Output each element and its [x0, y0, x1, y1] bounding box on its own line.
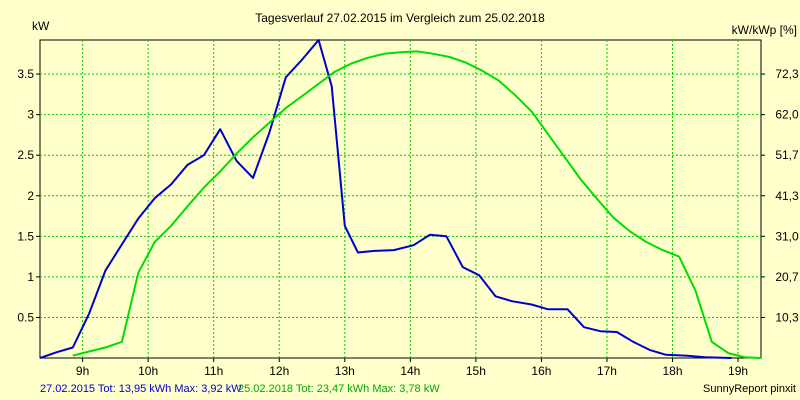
x-tick-label: 16h: [531, 364, 551, 378]
y-left-tick-label: 2: [27, 189, 34, 203]
footer-brand: SunnyReport pinxit: [703, 383, 796, 395]
y-right-tick-label: 20,7: [775, 270, 799, 284]
y-left-tick-label: 3: [27, 108, 34, 122]
chart-title: Tagesverlauf 27.02.2015 im Vergleich zum…: [255, 11, 545, 25]
series-line-1: [39, 39, 732, 359]
y-left-tick-labels: 0.5 1 1.5 2 2.5 3 3.5: [17, 67, 34, 324]
footer-series-2: 25.02.2018 Tot: 23,47 kWh Max: 3,78 kW: [238, 383, 440, 395]
y-right-tick-label: 72,3: [775, 67, 799, 81]
y-left-tick-label: 2.5: [17, 148, 34, 162]
x-tick-labels: 9h 10h 11h 12h 13h 14h 15h 16h 17h 18h 19h: [76, 364, 748, 378]
x-tick-label: 11h: [204, 364, 223, 378]
x-tick-label: 19h: [728, 364, 748, 378]
series-lines: [39, 39, 762, 359]
y-right-tick-labels: 10,3 20,7 31,0 41,3 51,7 62,0 72,3: [775, 67, 799, 324]
series-line-2: [72, 50, 762, 359]
y-left-tick-label: 0.5: [17, 310, 34, 324]
y-right-tick-label: 62,0: [775, 108, 799, 122]
x-tick-label: 10h: [138, 364, 158, 378]
y-right-tick-label: 10,3: [775, 310, 799, 324]
footer-series-1: 27.02.2015 Tot: 13,95 kWh Max: 3,92 kW: [40, 383, 242, 395]
y-axis-label-right: kW/kWp [%]: [732, 23, 797, 37]
x-tick-label: 12h: [269, 364, 289, 378]
x-tick-label: 13h: [335, 364, 355, 378]
x-tick-label: 14h: [400, 364, 420, 378]
y-right-tick-label: 51,7: [775, 148, 799, 162]
y-left-tick-label: 1: [27, 270, 34, 284]
y-axis-label-left: kW: [32, 19, 50, 33]
y-left-tick-label: 1.5: [17, 229, 34, 243]
x-tick-label: 18h: [662, 364, 682, 378]
x-tick-label: 17h: [597, 364, 617, 378]
plot-area: [39, 39, 762, 359]
x-tick-label: 15h: [466, 364, 486, 378]
y-right-tick-label: 31,0: [775, 229, 799, 243]
x-tick-label: 9h: [76, 364, 89, 378]
y-left-tick-label: 3.5: [17, 67, 34, 81]
y-right-tick-label: 41,3: [775, 189, 799, 203]
